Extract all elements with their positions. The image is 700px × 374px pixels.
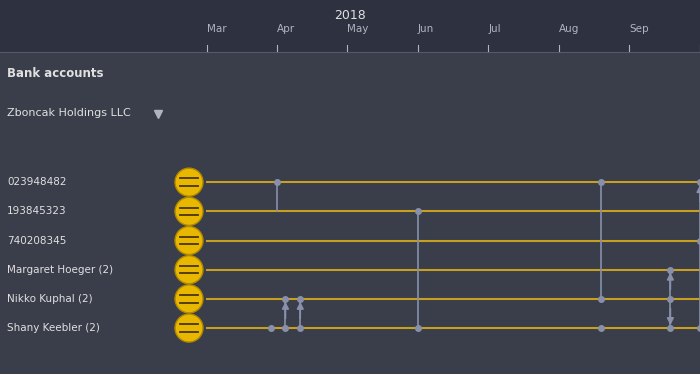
Text: Bank accounts: Bank accounts [7,67,104,80]
Text: Apr: Apr [277,24,295,34]
Text: Aug: Aug [559,24,580,34]
Text: Margaret Hoeger (2): Margaret Hoeger (2) [7,265,113,275]
Ellipse shape [175,314,203,342]
Text: May: May [347,24,369,34]
Text: 2018: 2018 [334,9,366,22]
Text: Nikko Kuphal (2): Nikko Kuphal (2) [7,294,92,304]
Text: Jul: Jul [489,24,501,34]
Ellipse shape [175,168,203,196]
Ellipse shape [175,227,203,255]
Ellipse shape [175,285,203,313]
Text: Jun: Jun [418,24,434,34]
Text: 023948482: 023948482 [7,177,66,187]
Text: Sep: Sep [629,24,649,34]
Ellipse shape [175,197,203,226]
Text: Zboncak Holdings LLC: Zboncak Holdings LLC [7,108,131,119]
Text: 740208345: 740208345 [7,236,66,245]
Text: Shany Keebler (2): Shany Keebler (2) [7,323,100,333]
Bar [0,0,700,52]
Ellipse shape [175,256,203,284]
Text: 193845323: 193845323 [7,206,66,216]
Text: Mar: Mar [206,24,226,34]
